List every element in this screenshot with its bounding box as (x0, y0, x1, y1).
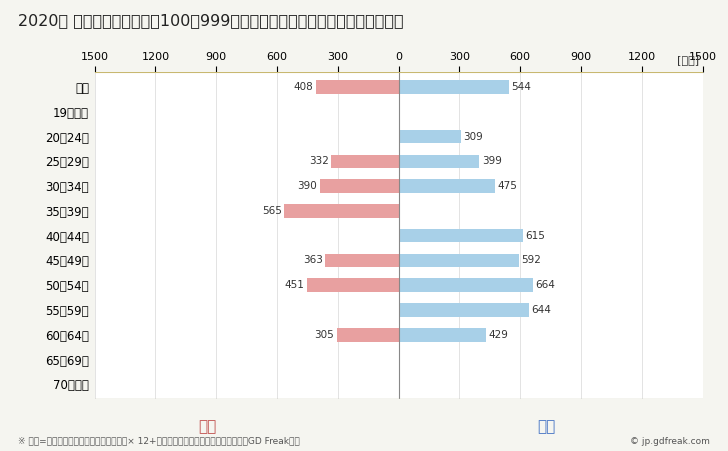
Text: © jp.gdfreak.com: © jp.gdfreak.com (630, 437, 710, 446)
Bar (284, 204, 399, 218)
Text: 451: 451 (285, 280, 305, 290)
Bar (399, 155, 480, 168)
Bar (316, 80, 399, 94)
Text: 565: 565 (262, 206, 282, 216)
Text: 544: 544 (511, 82, 531, 92)
Text: 女性: 女性 (198, 419, 217, 434)
Bar (399, 80, 509, 94)
Bar (337, 328, 399, 341)
Bar (307, 278, 399, 292)
Bar (325, 253, 399, 267)
Text: 2020年 民間企業（従業者数100～999人）フルタイム労働者の男女別平均年収: 2020年 民間企業（従業者数100～999人）フルタイム労働者の男女別平均年収 (18, 14, 404, 28)
Text: 363: 363 (303, 255, 323, 266)
Text: 399: 399 (482, 156, 502, 166)
Text: 408: 408 (293, 82, 314, 92)
Text: 664: 664 (536, 280, 555, 290)
Text: 305: 305 (314, 330, 334, 340)
Text: 男性: 男性 (537, 419, 555, 434)
Text: 332: 332 (309, 156, 329, 166)
Text: [万円]: [万円] (677, 55, 699, 65)
Text: ※ 年収=「きまって支給する現金給与額」× 12+「年間賞与その他特別給与額」としてGD Freak推計: ※ 年収=「きまって支給する現金給与額」× 12+「年間賞与その他特別給与額」と… (18, 437, 300, 446)
Bar (399, 328, 486, 341)
Bar (399, 278, 533, 292)
Bar (331, 155, 399, 168)
Bar (399, 179, 495, 193)
Text: 475: 475 (497, 181, 517, 191)
Bar (399, 303, 529, 317)
Text: 309: 309 (464, 132, 483, 142)
Text: 592: 592 (521, 255, 541, 266)
Text: 644: 644 (531, 305, 551, 315)
Text: 390: 390 (297, 181, 317, 191)
Bar (399, 130, 462, 143)
Text: 615: 615 (526, 230, 545, 241)
Bar (320, 179, 399, 193)
Text: 429: 429 (488, 330, 508, 340)
Bar (399, 229, 523, 243)
Bar (399, 253, 518, 267)
